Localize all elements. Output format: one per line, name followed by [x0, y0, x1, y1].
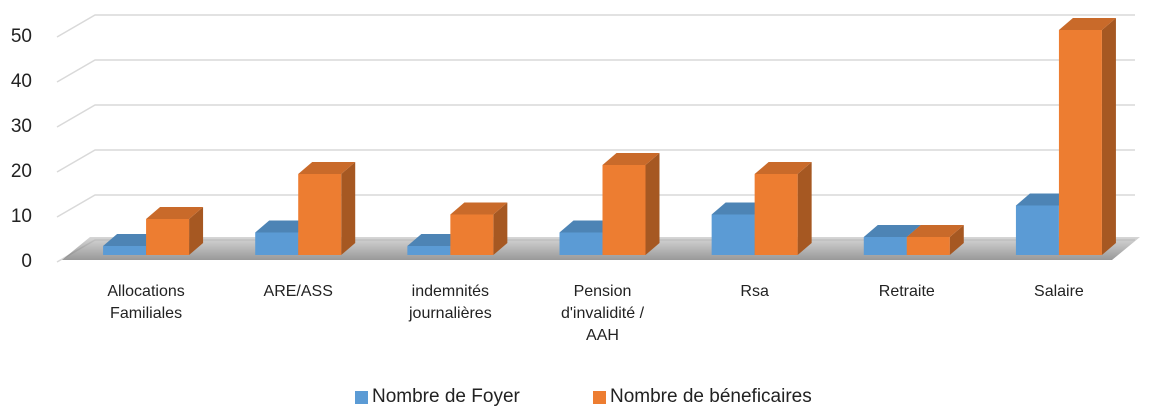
bar — [754, 174, 798, 255]
bar — [450, 214, 494, 255]
x-tick-label: Retraite — [878, 283, 935, 300]
legend-item: Nombre de béneficaires — [593, 386, 812, 408]
bar-top — [863, 225, 921, 237]
bar-top — [146, 207, 204, 219]
bar-side — [797, 162, 812, 255]
bar — [1058, 30, 1102, 255]
y-tick-label: 30 — [11, 116, 32, 137]
legend-label: Nombre de béneficaires — [610, 386, 812, 407]
bar-top — [1015, 193, 1073, 206]
bar — [711, 214, 755, 255]
bar-side — [1101, 18, 1116, 255]
bar-top — [906, 225, 964, 237]
legend-swatch — [593, 390, 606, 404]
grid-line — [56, 14, 1135, 38]
bar-top — [407, 234, 465, 246]
bar — [559, 232, 603, 255]
bar-top — [559, 220, 617, 233]
grid-line — [56, 104, 1135, 128]
bar-side — [189, 207, 204, 255]
bar-side — [341, 162, 356, 255]
bar-top — [754, 162, 812, 174]
x-tick-label: indemnités journalières — [408, 283, 492, 322]
x-tick-label: Rsa — [740, 283, 769, 300]
bar-side — [949, 225, 964, 255]
bar — [906, 237, 950, 255]
legend-label: Nombre de Foyer — [372, 386, 520, 407]
x-tick-label: Salaire — [1034, 283, 1084, 300]
bar — [146, 219, 190, 255]
bar-top — [602, 153, 660, 165]
y-tick-label: 50 — [11, 26, 32, 47]
bar — [1015, 205, 1059, 255]
bar — [407, 246, 451, 255]
bar — [103, 246, 147, 255]
y-tick-label: 20 — [11, 161, 32, 182]
bar-side — [645, 153, 660, 255]
legend-item: Nombre de Foyer — [355, 386, 520, 408]
bar-top — [103, 234, 161, 246]
bar — [255, 232, 299, 255]
y-tick-label: 10 — [11, 206, 32, 227]
bar-top — [255, 220, 313, 233]
x-tick-label: Allocations Familiales — [107, 283, 185, 322]
bar-side — [493, 202, 508, 255]
x-tick-label: ARE/ASS — [263, 283, 333, 300]
grid-line — [56, 149, 1135, 173]
grid-line — [56, 59, 1135, 83]
bar — [298, 174, 342, 255]
y-tick-label: 40 — [11, 71, 32, 92]
bar — [602, 165, 646, 255]
bar-top — [450, 202, 508, 215]
bar — [863, 237, 907, 255]
bar-top — [711, 202, 769, 215]
legend-swatch — [355, 390, 368, 404]
grid-line — [56, 194, 1135, 218]
x-tick-label: Pension d'invalidité / AAH — [560, 283, 645, 344]
bar-top — [298, 162, 356, 174]
y-tick-label: 0 — [21, 251, 32, 272]
bar-top — [1058, 18, 1116, 30]
